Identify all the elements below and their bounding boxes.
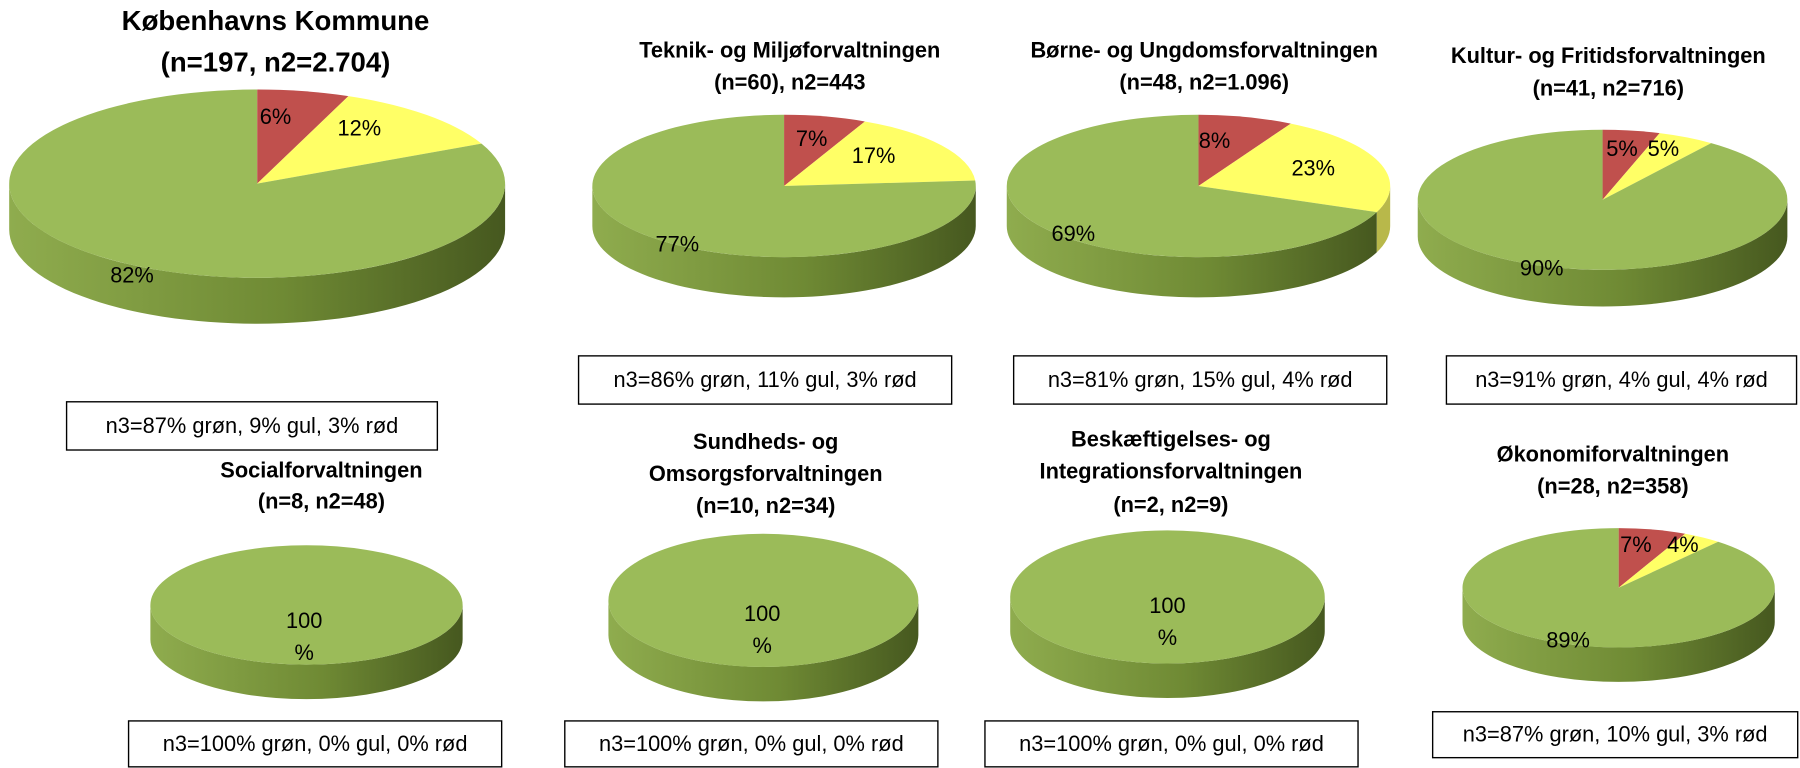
pie-slice [1618, 533, 1719, 588]
chart-title: Sundheds- og [693, 429, 838, 454]
chart-title: Teknik- og Miljøforvaltningen [639, 37, 940, 62]
pie-slice [1417, 129, 1788, 270]
pie-slice [1602, 129, 1660, 200]
value-label: 77% [655, 231, 699, 256]
chart-title: Socialforvaltningen [220, 458, 422, 483]
value-label: 7% [796, 126, 828, 151]
value-label: 100 % [286, 609, 323, 666]
pie-slice [1618, 528, 1686, 588]
pie-slice [257, 96, 482, 184]
pie-side [1376, 185, 1391, 253]
pie-side [1006, 185, 1377, 298]
value-label: 23% [1291, 156, 1335, 181]
note-box [65, 401, 439, 451]
note-box [1431, 711, 1799, 759]
chart-title: Økonomiforvaltningen [1497, 442, 1730, 467]
note: n3=86% grøn, 11% gul, 3% rød [614, 367, 917, 392]
value-label: 12% [337, 115, 381, 140]
chart-title: Omsorgsforvaltningen [649, 461, 883, 486]
pie-slice [1198, 123, 1391, 213]
pie-chart: Teknik- og Miljøforvaltningen (n=60), n2=… [577, 37, 976, 405]
note: n3=100% grøn, 0% gul, 0% rød [599, 731, 904, 756]
value-label: 5% [1648, 136, 1680, 161]
value-label: 100 % [744, 602, 781, 659]
pie-chart: Beskæftigelses- og Integrationsforvaltnin… [984, 427, 1359, 768]
pie-slice [257, 89, 349, 184]
value-label: 90% [1520, 256, 1564, 281]
value-label: 4% [1667, 532, 1699, 557]
value-label-box: 100 % [744, 602, 781, 659]
chart-title: (n=28, n2=358) [1537, 474, 1688, 499]
value-label: 100 % [1149, 594, 1186, 651]
pie-slice [784, 121, 976, 186]
note-box [984, 720, 1359, 768]
value-label: 17% [852, 143, 896, 168]
pie-chart: Københavns Kommune (n=197, n2=2.704) 6% 12%… [9, 5, 506, 451]
pie-side [1417, 199, 1788, 307]
note: n3=91% grøn, 4% gul, 4% rød [1475, 367, 1768, 392]
chart-title: Københavns Kommune [122, 5, 430, 36]
pie-slice [150, 545, 463, 665]
chart-title: (n=41, n2=716) [1533, 75, 1684, 100]
pie-side [9, 183, 506, 324]
pie-side [608, 600, 919, 702]
pie-side [592, 185, 976, 298]
pie-chart: Socialforvaltningen (n=8, n2=48) 100 % n3=1… [127, 458, 503, 768]
value-label: 5% [1606, 136, 1638, 161]
chart-title: (n=10, n2=34) [696, 493, 835, 518]
pie-slice [784, 114, 865, 186]
pie-slice [1010, 530, 1325, 664]
note: n3=87% grøn, 10% gul, 3% rød [1463, 722, 1768, 747]
value-label: 8% [1199, 128, 1231, 153]
pie-slice [592, 114, 976, 258]
note: n3=100% grøn, 0% gul, 0% rød [1019, 731, 1324, 756]
value-label: 6% [260, 104, 292, 129]
chart-title: Kultur- og Fritidsforvaltningen [1451, 43, 1766, 68]
value-label: 7% [1620, 532, 1652, 557]
pie-slice [1006, 114, 1377, 258]
value-label: 82% [110, 262, 154, 287]
pie-chart: Økonomiforvaltningen (n=28, n2=358) 7% 4% 89… [1431, 442, 1799, 759]
note: n3=87% grøn, 9% gul, 3% rød [106, 413, 399, 438]
pie-side [1462, 587, 1775, 682]
value-label: 89% [1546, 627, 1590, 652]
pie-slice [1602, 133, 1712, 200]
pie-slice [1462, 528, 1775, 648]
chart-title: Beskæftigelses- og [1071, 427, 1271, 452]
pie-slice [1198, 114, 1291, 186]
pie-slice [9, 89, 506, 278]
pie-chart: Kultur- og Fritidsforvaltningen (n=41, n2… [1417, 43, 1798, 405]
value-label-box: 100 % [286, 609, 323, 666]
value-label: 69% [1052, 221, 1096, 246]
pie-side [150, 604, 463, 700]
chart-title: (n=48, n2=1.096) [1119, 70, 1289, 95]
note-box [127, 720, 503, 768]
chart-title: (n=2, n2=9) [1113, 492, 1228, 517]
pie-slice [608, 533, 919, 667]
note-box [577, 355, 953, 405]
note: n3=81% grøn, 15% gul, 4% rød [1048, 367, 1353, 392]
note-box [564, 720, 939, 768]
pie-chart: Børne- og Ungdomsforvaltningen (n=48, n2=… [1006, 37, 1391, 405]
value-label-box: 100 % [1149, 594, 1186, 651]
note-box [1445, 355, 1798, 405]
chart-title: (n=60), n2=443 [714, 70, 865, 95]
chart-title: (n=197, n2=2.704) [161, 47, 391, 78]
pie-chart: Sundheds- og Omsorgsforvaltningen (n=10, n… [564, 429, 939, 768]
chart-title: Børne- og Ungdomsforvaltningen [1030, 37, 1378, 62]
chart-title: (n=8, n2=48) [258, 489, 385, 514]
pie-side [1010, 596, 1325, 698]
note: n3=100% grøn, 0% gul, 0% rød [163, 731, 468, 756]
chart-title: Integrationsforvaltningen [1040, 459, 1303, 484]
note-box [1012, 355, 1388, 405]
